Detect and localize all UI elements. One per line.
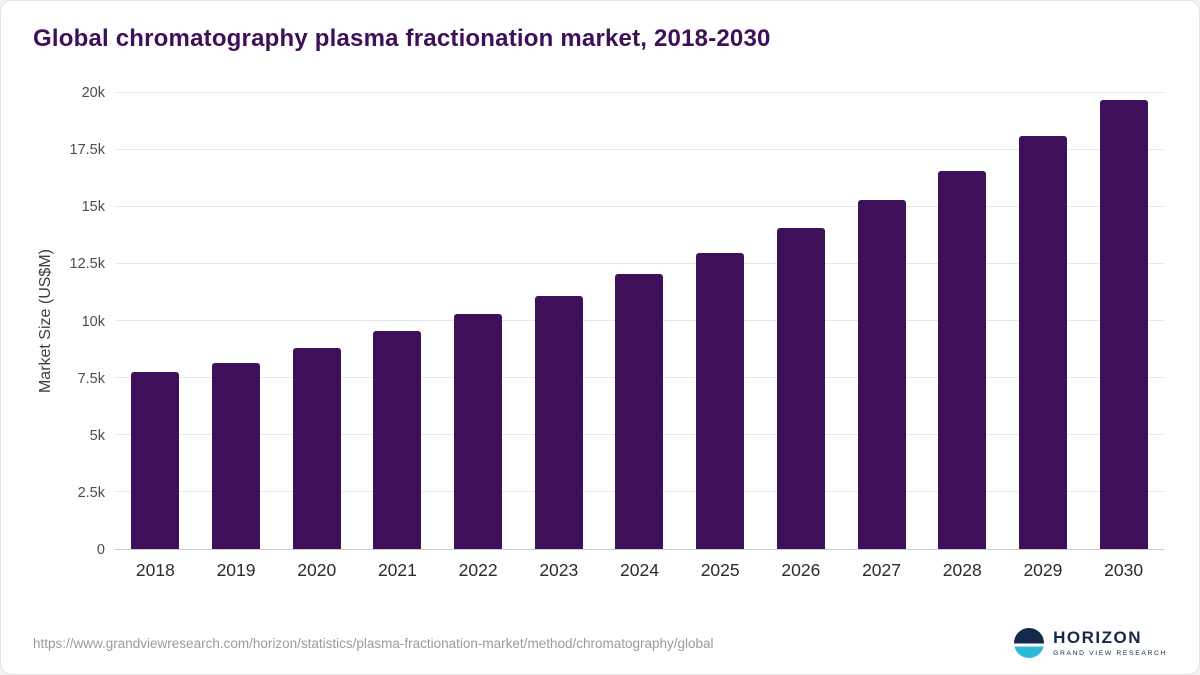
- bar-2022: [454, 314, 503, 549]
- bar-slot: [115, 93, 196, 549]
- bar-2025: [696, 252, 745, 549]
- bar-2021: [373, 331, 422, 549]
- y-axis-title: Market Size (US$M): [29, 93, 63, 550]
- y-tick-label: 5k: [89, 427, 105, 444]
- horizon-logo-icon: [1014, 628, 1045, 658]
- bar-slot: [276, 93, 357, 549]
- y-tick-label: 10k: [81, 313, 105, 330]
- x-tick-label: 2029: [1023, 560, 1063, 580]
- x-tick-label: 2027: [862, 560, 901, 580]
- bar-2030: [1099, 99, 1148, 549]
- y-tick-label: 15k: [81, 199, 105, 216]
- x-tick-label: 2019: [216, 560, 256, 580]
- bar-slot: [1003, 93, 1084, 549]
- source-url: https://www.grandviewresearch.com/horizo…: [33, 635, 714, 651]
- bar-2019: [212, 363, 261, 549]
- bar-slot: [518, 93, 599, 549]
- gridline: [115, 263, 1164, 264]
- bar-2023: [534, 295, 583, 549]
- bar-slot: [599, 93, 680, 549]
- footer: https://www.grandviewresearch.com/horizo…: [33, 628, 1167, 658]
- bar-slot: [841, 93, 922, 549]
- y-axis-ticks: 0 2.5k 5k 7.5k 10k 12.5k 15k 17.5k 20k: [63, 85, 115, 558]
- bar-2024: [615, 274, 664, 549]
- y-tick-label: 17.5k: [69, 142, 105, 159]
- bar-2026: [776, 227, 825, 549]
- bar-2018: [131, 372, 180, 549]
- y-tick-label: 7.5k: [77, 370, 105, 387]
- bar-2028: [938, 170, 987, 549]
- chart-title: Global chromatography plasma fractionati…: [33, 25, 771, 52]
- logo-name: HORIZON: [1053, 627, 1143, 647]
- x-tick-label: 2021: [377, 560, 417, 580]
- logo-subtext: GRAND VIEW RESEARCH: [1053, 649, 1167, 657]
- bar-slot: [196, 93, 277, 549]
- y-tick-label: 2.5k: [77, 484, 105, 501]
- plot-column: 2018 2019 2020 2021 2022 2023 2024 2025 2026 2027…: [115, 92, 1164, 581]
- y-tick-label: 20k: [81, 85, 105, 101]
- bar-2029: [1018, 136, 1067, 549]
- x-tick-label: 2023: [539, 560, 579, 580]
- bar-slot: [761, 93, 842, 549]
- x-tick-label: 2022: [458, 560, 498, 580]
- gridline: [115, 92, 1164, 93]
- bar-2027: [857, 200, 906, 549]
- bar-slot: [680, 93, 761, 549]
- x-axis-labels: 2018 2019 2020 2021 2022 2023 2024 2025 2026 2027…: [115, 560, 1164, 581]
- x-tick-label: 2028: [942, 560, 982, 580]
- bar-slot: [438, 93, 519, 549]
- horizon-logo-text: HORIZON GRAND VIEW RESEARCH: [1053, 627, 1167, 657]
- chart-area: Market Size (US$M) 0 2.5k 5k 7.5k 10k 12.5k 15…: [29, 85, 1164, 581]
- y-tick-label: 12.5k: [69, 256, 105, 273]
- bar-2020: [292, 348, 341, 549]
- y-axis-title-text: Market Size (US$M): [37, 249, 54, 394]
- bar-slot: [357, 93, 438, 549]
- bars-group: [115, 93, 1164, 549]
- y-tick-label: 0: [96, 542, 105, 558]
- gridline: [115, 206, 1164, 207]
- x-tick-label: 2020: [297, 560, 337, 580]
- x-tick-label: 2026: [781, 560, 821, 580]
- plot-area: [115, 92, 1164, 550]
- x-tick-label: 2025: [700, 560, 740, 580]
- x-tick-label: 2018: [135, 560, 175, 580]
- bar-slot: [1083, 93, 1164, 549]
- x-tick-label: 2030: [1104, 560, 1144, 580]
- x-tick-label: 2024: [620, 560, 659, 580]
- horizon-logo: HORIZON GRAND VIEW RESEARCH: [1014, 628, 1167, 658]
- bar-slot: [922, 93, 1003, 549]
- gridline: [115, 149, 1164, 150]
